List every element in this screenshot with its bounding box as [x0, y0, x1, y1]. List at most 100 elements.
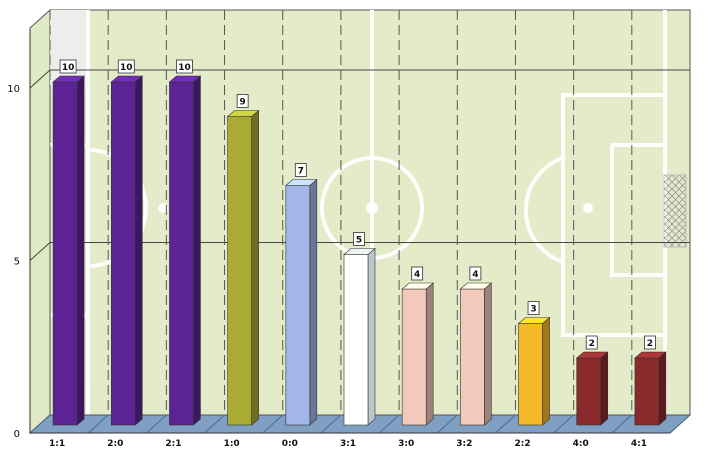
x-tick-label: 1:1	[49, 439, 65, 449]
bar-2:0: 10	[110, 59, 144, 426]
floor-line	[262, 414, 284, 434]
bar-top	[226, 110, 260, 117]
bar-3:1: 5	[343, 232, 376, 426]
bar-top	[634, 351, 667, 359]
data-label-box	[294, 163, 307, 177]
bar-front	[285, 185, 311, 426]
bar-side	[309, 178, 318, 426]
bar-3:2: 4	[459, 266, 493, 426]
bar-top	[517, 317, 551, 324]
x-tick-label: 2:0	[107, 439, 123, 449]
bar-3:0: 4	[401, 266, 434, 426]
bar-side	[600, 351, 609, 426]
floor-line	[204, 414, 225, 434]
data-label: 9	[240, 98, 246, 108]
bar-side	[542, 316, 550, 426]
x-tick-label: 3:0	[398, 439, 414, 449]
floor-line	[495, 414, 516, 434]
data-label-box	[411, 266, 424, 281]
y-tick-label: 5	[14, 257, 20, 268]
bar-side	[425, 282, 434, 426]
bar-front	[52, 81, 78, 426]
grid-lines	[29, 10, 691, 434]
data-label: 2	[647, 339, 653, 349]
x-tick-label: 2:2	[514, 439, 530, 449]
bar-top	[575, 351, 609, 359]
y-tick-label: 10	[7, 84, 20, 95]
bar-top	[168, 75, 202, 83]
bar-side	[76, 75, 85, 426]
x-tick-label: 3:1	[340, 439, 356, 449]
data-label-box	[59, 59, 77, 74]
x-tick-label: 2:1	[165, 439, 181, 449]
data-label-box	[236, 94, 249, 108]
floor-line	[146, 414, 167, 434]
x-tick-label: 4:0	[573, 439, 589, 449]
data-label: 3	[530, 305, 536, 315]
floor-line	[378, 414, 400, 434]
bar-1:1: 10	[52, 59, 85, 426]
gridline-side	[29, 242, 51, 261]
x-tick-label: 0:0	[282, 439, 298, 449]
bar-side	[134, 75, 143, 426]
data-label-box	[353, 232, 365, 246]
bar-front	[576, 357, 602, 426]
floor-line	[87, 414, 109, 434]
data-label: 10	[62, 63, 75, 73]
data-label: 4	[414, 270, 420, 280]
bar-side	[251, 109, 259, 426]
bar-top	[459, 282, 493, 290]
bar-top	[285, 179, 318, 186]
x-tick-label: 3:2	[456, 439, 472, 449]
bar-front	[460, 288, 485, 426]
x-tick-label: 4:1	[631, 439, 647, 449]
left-wall	[29, 8, 51, 435]
bar-front	[634, 357, 660, 426]
bar-4:0: 2	[575, 335, 609, 426]
x-tick-label: 1:0	[224, 439, 240, 449]
bar-side	[367, 247, 376, 426]
floor-line	[553, 414, 574, 434]
data-label-box	[585, 335, 598, 350]
bar-top	[52, 75, 85, 83]
bar-side	[193, 75, 201, 426]
gridline-side	[29, 69, 51, 89]
bar-front	[227, 116, 252, 426]
y-axis: 0 5 10	[7, 84, 20, 440]
y-tick-label: 0	[14, 429, 20, 440]
bar-0:0: 7	[285, 163, 318, 426]
data-label: 2	[589, 339, 595, 349]
data-label-box	[469, 266, 482, 281]
bar-top	[110, 75, 144, 83]
data-label-box	[644, 335, 656, 350]
floor-line	[611, 414, 633, 434]
data-label: 5	[356, 236, 362, 246]
data-label: 4	[472, 270, 478, 280]
data-label: 10	[178, 63, 191, 73]
bar-front	[518, 323, 543, 426]
floor-line	[436, 414, 458, 434]
bar-top	[343, 248, 376, 255]
bar-front	[343, 254, 369, 426]
bar-4:1: 2	[634, 335, 667, 426]
floor-line	[320, 414, 342, 434]
data-label-box	[527, 301, 540, 315]
data-label-box	[117, 59, 135, 74]
bar-2:2: 3	[517, 301, 551, 426]
bar-front	[110, 81, 136, 426]
bar-side	[484, 282, 492, 426]
floor-line	[29, 414, 51, 434]
goal-net	[663, 174, 687, 248]
bar-front	[169, 81, 194, 426]
data-label-box	[176, 59, 193, 74]
bar-2:1: 10	[168, 59, 202, 426]
data-label: 7	[298, 167, 304, 177]
bar-side	[658, 351, 667, 426]
x-axis: 1:1 2:0 2:1 1:0 0:0 3:1 3:0 3:2 2:2 4:0 4:1	[49, 439, 647, 449]
bar-1:0: 9	[226, 94, 260, 426]
data-label: 10	[120, 63, 133, 73]
bar-front	[401, 288, 427, 426]
bar-top	[401, 282, 434, 290]
floor-line	[669, 414, 691, 434]
